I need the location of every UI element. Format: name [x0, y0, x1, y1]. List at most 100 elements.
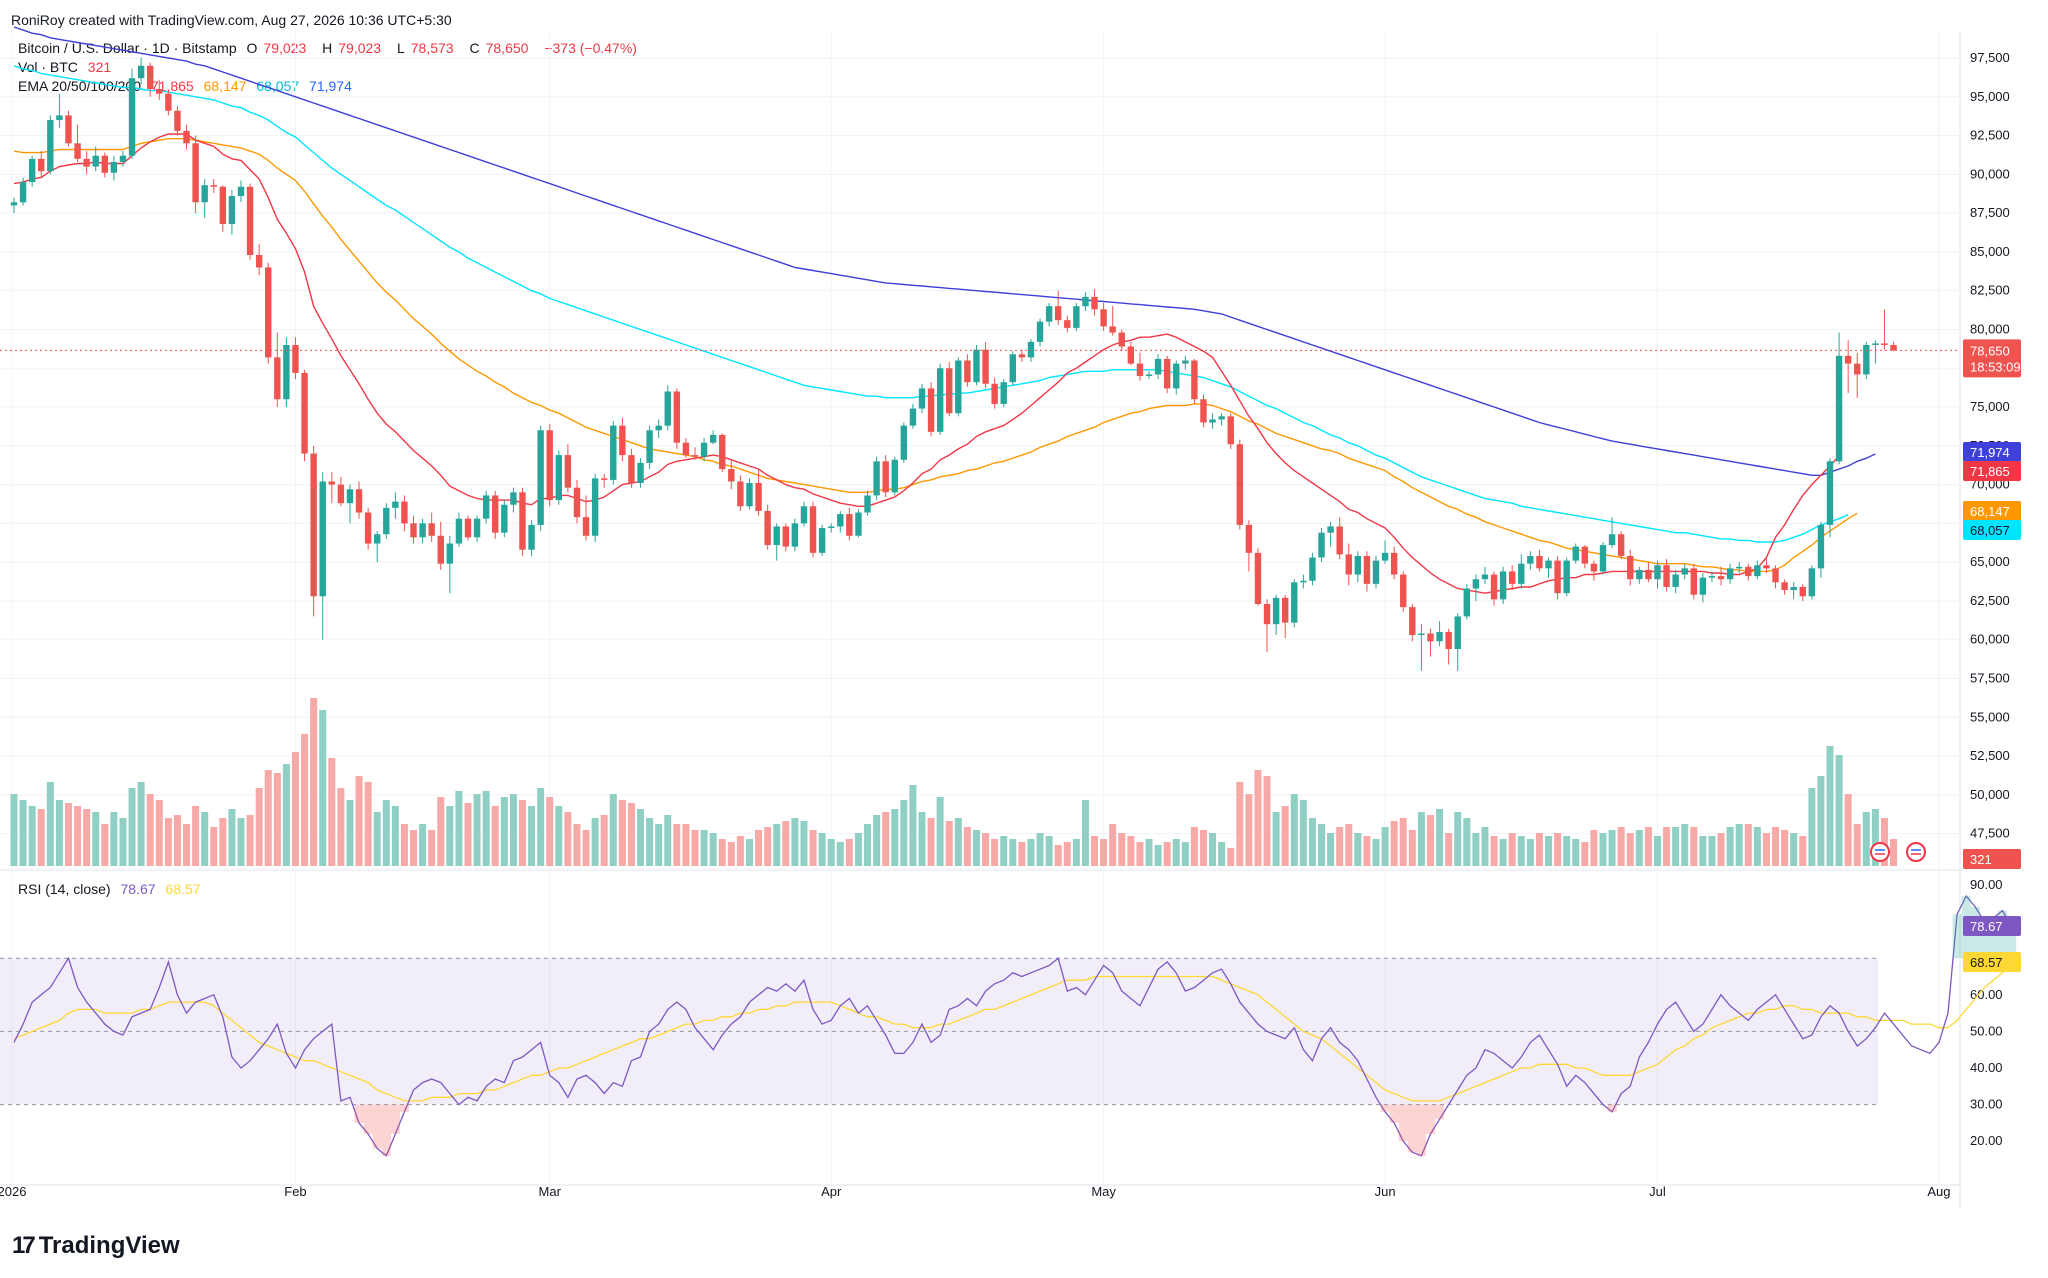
candle-body	[346, 489, 354, 504]
candle-body	[1872, 343, 1879, 345]
candle-body	[92, 155, 99, 167]
candle-body	[174, 110, 181, 131]
candle-body	[101, 155, 108, 173]
ohlc-low: L 78,573	[397, 40, 460, 56]
volume-bar	[709, 833, 717, 866]
volume-bar	[482, 791, 490, 866]
volume-bar	[718, 839, 726, 866]
event-flag-icon[interactable]	[1870, 842, 1890, 862]
price-axis-label: 65,000	[1970, 554, 2010, 569]
rsi-oversold-fill	[1389, 1104, 1399, 1123]
volume-bar	[1717, 833, 1725, 866]
candle-body	[709, 434, 717, 443]
tradingview-logo[interactable]: 17 TradingView	[12, 1232, 180, 1260]
volume-bar	[410, 830, 418, 866]
volume-bar	[355, 776, 363, 866]
candle-body	[1427, 633, 1434, 642]
volume-bar	[1617, 827, 1625, 866]
candle-body	[274, 357, 281, 400]
candle-body	[1390, 552, 1398, 575]
volume-bar	[818, 833, 826, 866]
candle-body	[374, 534, 381, 544]
candle-body	[946, 368, 953, 414]
volume-bar	[37, 809, 45, 866]
candle-body	[128, 78, 136, 156]
volume-bar	[618, 800, 626, 866]
rsi-axis-label: 90.00	[1970, 877, 2003, 892]
volume-bar	[1880, 818, 1888, 866]
volume-bar	[736, 836, 744, 866]
candle-body	[1681, 568, 1688, 575]
volume-bar	[1499, 839, 1507, 866]
volume-bar	[546, 797, 554, 866]
volume-bar	[101, 824, 109, 866]
rsi-ma-value: 68.57	[165, 881, 201, 897]
volume-bar	[428, 830, 436, 866]
candle-body	[1000, 382, 1007, 404]
ema100-tag: 68,057	[1963, 520, 2021, 540]
time-axis-label: May	[1091, 1184, 1116, 1199]
candle-body	[1182, 360, 1189, 364]
volume-bar	[528, 806, 536, 866]
event-flag-icon[interactable]	[1906, 842, 1926, 862]
candle-body	[737, 481, 744, 507]
volume-bar	[954, 818, 962, 866]
rsi-label[interactable]: RSI (14, close)	[18, 881, 111, 897]
volume-bar	[1699, 836, 1707, 866]
volume-bar	[627, 803, 635, 866]
close-label: C	[469, 40, 480, 56]
price-axis-label: 82,500	[1970, 283, 2010, 298]
time-axis-label: Feb	[284, 1184, 306, 1199]
time-axis-label: Jun	[1375, 1184, 1396, 1199]
rsi-tag: 78.67	[1963, 916, 2021, 936]
candle-body	[1109, 326, 1116, 333]
volume-bar	[1254, 770, 1262, 866]
price-axis-label: 87,500	[1970, 205, 2010, 220]
candle-body	[546, 430, 553, 501]
candle-body	[555, 455, 562, 501]
volume-bar	[673, 824, 681, 866]
candle-body	[74, 143, 81, 159]
volume-bar	[637, 809, 645, 866]
volume-bar	[1681, 824, 1689, 866]
volume-bar	[1245, 794, 1253, 866]
candle-body	[1300, 580, 1307, 583]
volume-bar	[1381, 827, 1389, 866]
candle-body	[1554, 560, 1561, 594]
svg-text:68,147: 68,147	[1970, 504, 2010, 519]
candle-body	[1636, 569, 1643, 580]
candle-body	[1454, 616, 1461, 650]
volume-bar	[83, 809, 91, 866]
volume-bar	[891, 809, 899, 866]
candle-body	[492, 495, 499, 533]
candle-body	[364, 512, 372, 544]
candle-body	[1799, 586, 1806, 597]
ema50-value: 68,147	[203, 78, 247, 94]
candle-body	[936, 368, 944, 432]
volume-bar	[1853, 824, 1861, 866]
symbol-title[interactable]: Bitcoin / U.S. Dollar · 1D · Bitstamp	[18, 40, 237, 56]
candle-body	[1418, 633, 1425, 636]
volume-bar	[1081, 800, 1089, 866]
candle-body	[292, 344, 299, 373]
volume-bar	[1790, 833, 1798, 866]
candle-body	[301, 372, 308, 454]
rsi-overbought-fill	[2007, 926, 2017, 959]
candle-body	[1881, 343, 1888, 345]
candle-body	[1318, 532, 1325, 558]
candle-body	[183, 130, 190, 144]
ema200-tag: 71,974	[1963, 442, 2021, 462]
candle-body	[1282, 597, 1289, 623]
candle-body	[1018, 354, 1026, 358]
price-change: −373 (−0.47%)	[544, 40, 637, 56]
ema-label[interactable]: EMA 20/50/100/200	[18, 78, 141, 94]
candle-body	[1826, 461, 1834, 525]
volume-bar	[518, 800, 526, 866]
candle-body	[1127, 346, 1135, 364]
volume-bar	[1145, 839, 1153, 866]
candle-body	[1272, 597, 1280, 625]
ohlc-close: C 78,650	[469, 40, 534, 56]
candle-body	[1336, 526, 1343, 555]
candle-body	[1173, 363, 1180, 389]
